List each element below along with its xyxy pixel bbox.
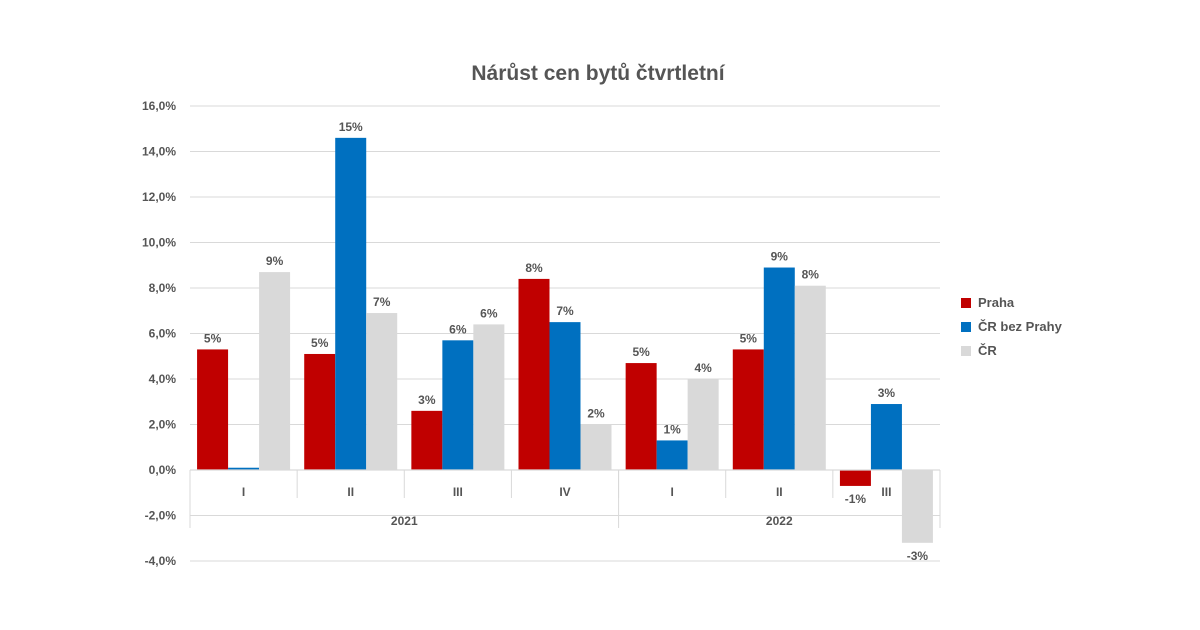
legend-swatch — [961, 346, 971, 356]
bar-čr-bez-prahy — [656, 440, 688, 470]
data-labels: 5% 5% 3% 8% 5% 5% -1% 15% 6% 7% 1% 9% 3% 9% 7% 6% 2% 4% 8%… — [204, 120, 929, 563]
y-tick-label: 14,0% — [142, 145, 176, 159]
bars — [197, 137, 933, 543]
data-label: 3% — [418, 393, 436, 407]
bar-čr — [580, 424, 612, 470]
data-label: 9% — [771, 250, 789, 264]
bar-praha — [732, 349, 764, 470]
bar-čr — [366, 313, 398, 470]
y-axis-ticks: -4,0% -2,0% 0,0% 2,0% 4,0% 6,0% 8,0% 10,0% 12,0%… — [142, 99, 176, 568]
x-tick-label: III — [453, 485, 463, 499]
group-label: 2022 — [766, 514, 793, 528]
bar-čr-bez-prahy — [335, 137, 367, 470]
legend: Praha ČR bez Prahy ČR — [961, 295, 1063, 358]
data-label: -3% — [907, 549, 929, 563]
data-label: 6% — [449, 322, 467, 336]
legend-label: ČR bez Prahy — [978, 319, 1063, 334]
y-tick-label: 10,0% — [142, 236, 176, 250]
legend-label: Praha — [978, 295, 1015, 310]
data-label: 15% — [339, 120, 363, 134]
legend-swatch — [961, 298, 971, 308]
bar-praha — [197, 349, 229, 470]
bar-čr-bez-prahy — [228, 467, 260, 470]
data-label: 4% — [694, 361, 712, 375]
data-label: 3% — [878, 386, 896, 400]
y-tick-label: 16,0% — [142, 99, 176, 113]
y-tick-label: 8,0% — [149, 281, 177, 295]
bar-praha — [625, 363, 657, 470]
bar-čr — [901, 470, 933, 543]
data-label: 5% — [632, 345, 650, 359]
y-tick-label: 0,0% — [149, 463, 177, 477]
bar-čr — [473, 324, 505, 470]
x-tick-label: III — [881, 485, 891, 499]
x-tick-label: I — [242, 485, 245, 499]
group-label: 2021 — [391, 514, 418, 528]
x-tick-label: IV — [559, 485, 570, 499]
y-tick-label: -4,0% — [145, 554, 177, 568]
bar-čr-bez-prahy — [549, 322, 581, 470]
x-tick-label: II — [776, 485, 783, 499]
bar-praha — [518, 278, 550, 470]
bar-čr — [687, 379, 719, 470]
bar-čr-bez-prahy — [870, 404, 902, 470]
bar-praha — [304, 353, 336, 470]
y-tick-label: 6,0% — [149, 327, 177, 341]
data-label: 2% — [587, 407, 605, 421]
bar-praha — [839, 470, 871, 486]
data-label: 1% — [663, 422, 681, 436]
bar-čr — [794, 285, 826, 470]
data-label: 5% — [740, 331, 758, 345]
legend-swatch — [961, 322, 971, 332]
data-label: 9% — [266, 254, 284, 268]
y-tick-label: 2,0% — [149, 418, 177, 432]
data-label: 8% — [525, 261, 543, 275]
bar-čr-bez-prahy — [442, 340, 474, 470]
bar-čr-bez-prahy — [763, 267, 795, 470]
y-tick-label: -2,0% — [145, 509, 177, 523]
y-tick-label: 12,0% — [142, 190, 176, 204]
data-label: 7% — [556, 304, 574, 318]
legend-label: ČR — [978, 343, 997, 358]
data-label: -1% — [845, 492, 867, 506]
x-tick-label: II — [347, 485, 354, 499]
chart-title: Nárůst cen bytů čtvrtletní — [471, 62, 725, 85]
bar-čr — [259, 272, 291, 470]
y-tick-label: 4,0% — [149, 372, 177, 386]
data-label: 5% — [204, 331, 222, 345]
x-tick-label: I — [670, 485, 673, 499]
data-label: 6% — [480, 306, 498, 320]
data-label: 5% — [311, 336, 329, 350]
data-label: 7% — [373, 295, 391, 309]
bar-praha — [411, 410, 443, 470]
data-label: 8% — [802, 268, 820, 282]
